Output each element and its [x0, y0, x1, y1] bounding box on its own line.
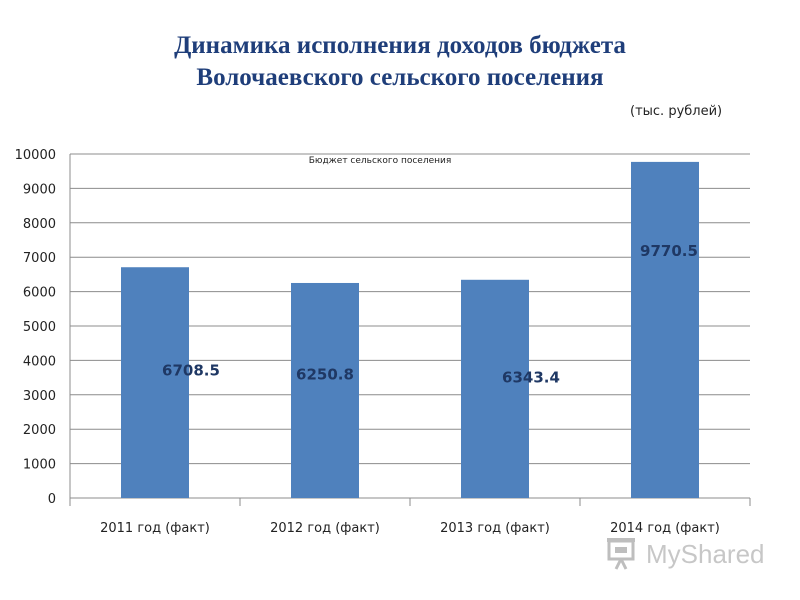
projector-icon: [607, 538, 635, 570]
x-tick-label: 2011 год (факт): [100, 521, 210, 536]
bar: [631, 161, 699, 498]
x-tick-label: 2013 год (факт): [440, 521, 550, 536]
y-tick-label: 6000: [23, 286, 56, 301]
bar: [461, 279, 529, 498]
y-tick-label: 7000: [23, 251, 56, 266]
bar: [121, 267, 189, 498]
y-tick-label: 4000: [23, 354, 56, 369]
page-title: Динамика исполнения доходов бюджета Воло…: [0, 30, 800, 94]
y-tick-label: 5000: [23, 320, 56, 335]
data-label: 6343.4: [502, 368, 560, 386]
y-tick-label: 3000: [23, 389, 56, 404]
y-tick-label: 2000: [23, 423, 56, 438]
x-tick-label: 2012 год (факт): [270, 521, 380, 536]
x-tick-label: 2014 год (факт): [610, 521, 720, 536]
chart-title: Бюджет сельского поселения: [309, 156, 452, 166]
y-tick-label: 9000: [23, 182, 56, 197]
y-tick-label: 10000: [15, 148, 56, 163]
data-label: 6708.5: [162, 362, 220, 380]
title-line-2: Волочаевского сельского поселения: [196, 64, 604, 91]
data-label: 9770.5: [640, 242, 698, 260]
y-tick-label: 1000: [23, 458, 56, 473]
watermark-logo: MyShared: [606, 537, 765, 571]
y-tick-label: 0: [48, 492, 56, 507]
title-line-1: Динамика исполнения доходов бюджета: [174, 32, 626, 59]
y-tick-label: 8000: [23, 217, 56, 232]
data-label: 6250.8: [296, 366, 354, 384]
bar: [291, 282, 359, 498]
watermark-text: MyShared: [646, 538, 765, 569]
unit-label: (тыс. рублей): [630, 104, 723, 119]
